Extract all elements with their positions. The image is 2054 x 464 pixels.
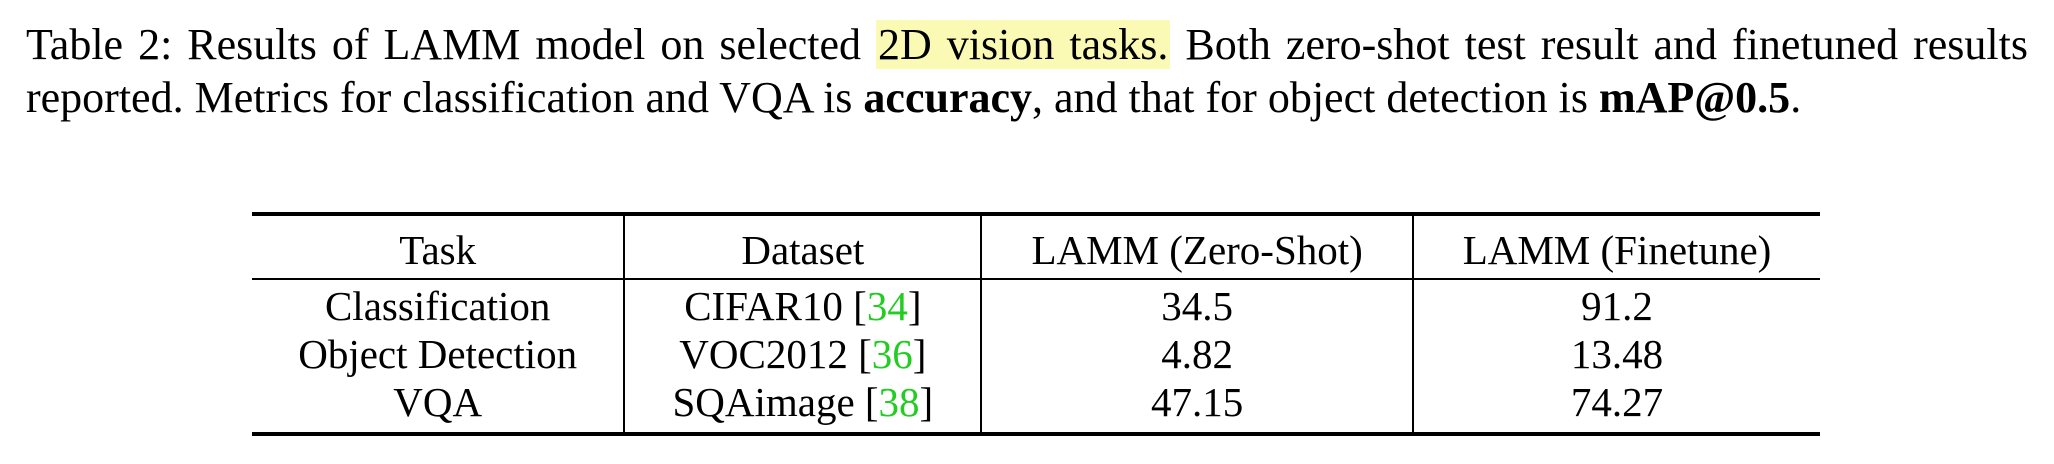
caption-bold-metric: accuracy [863,73,1033,122]
caption-end: . [1790,73,1802,122]
caption-text: , and that for object detection is [1032,73,1599,122]
citation-link[interactable]: 36 [871,331,913,377]
cell-dataset: VOC2012 [36] [624,330,983,378]
table-row: VQA SQAimage [38] 47.15 74.27 [252,378,1820,434]
cell-zero-shot: 47.15 [981,378,1414,434]
cell-zero-shot: 4.82 [981,330,1414,378]
results-table-wrapper: Task Dataset LAMM (Zero-Shot) LAMM (Fine… [252,212,1820,436]
cell-finetune: 13.48 [1570,331,1664,377]
header-task: Task [252,214,626,279]
caption-text: Results of LAMM model on selected [172,20,877,69]
dataset-name: SQAimage [672,379,855,425]
table-row: Classification CIFAR10 [34] 34.5 91.2 [252,279,1820,330]
cell-finetune: 91.2 [1581,283,1653,329]
citation-link[interactable]: 38 [878,379,920,425]
table-header-row: Task Dataset LAMM (Zero-Shot) LAMM (Fine… [252,214,1820,279]
caption-text: Both zero-shot test result and finetuned… [26,20,2028,122]
header-finetune: LAMM (Finetune) [1462,227,1772,273]
cell-task: Object Detection [252,330,626,378]
table-caption: Table 2: Results of LAMM model on select… [26,18,2028,124]
caption-label: Table 2: [26,20,173,69]
table-row: Object Detection VOC2012 [36] 4.82 13.48 [252,330,1820,378]
cell-finetune: 74.27 [1570,379,1664,425]
header-dataset: Dataset [624,214,983,279]
cell-dataset: SQAimage [38] [624,378,983,434]
results-table: Task Dataset LAMM (Zero-Shot) LAMM (Fine… [252,212,1820,436]
cell-task: Classification [252,279,626,330]
cell-task: VQA [252,378,626,434]
cell-dataset: CIFAR10 [34] [624,279,983,330]
citation-link[interactable]: 34 [866,283,908,329]
cell-zero-shot: 34.5 [981,279,1414,330]
header-zero-shot: LAMM (Zero-Shot) [981,214,1414,279]
dataset-name: VOC2012 [679,331,848,377]
dataset-name: CIFAR10 [684,283,843,329]
caption-highlight: 2D vision tasks. [876,20,1171,69]
caption-bold-metric: mAP@0.5 [1598,73,1791,122]
